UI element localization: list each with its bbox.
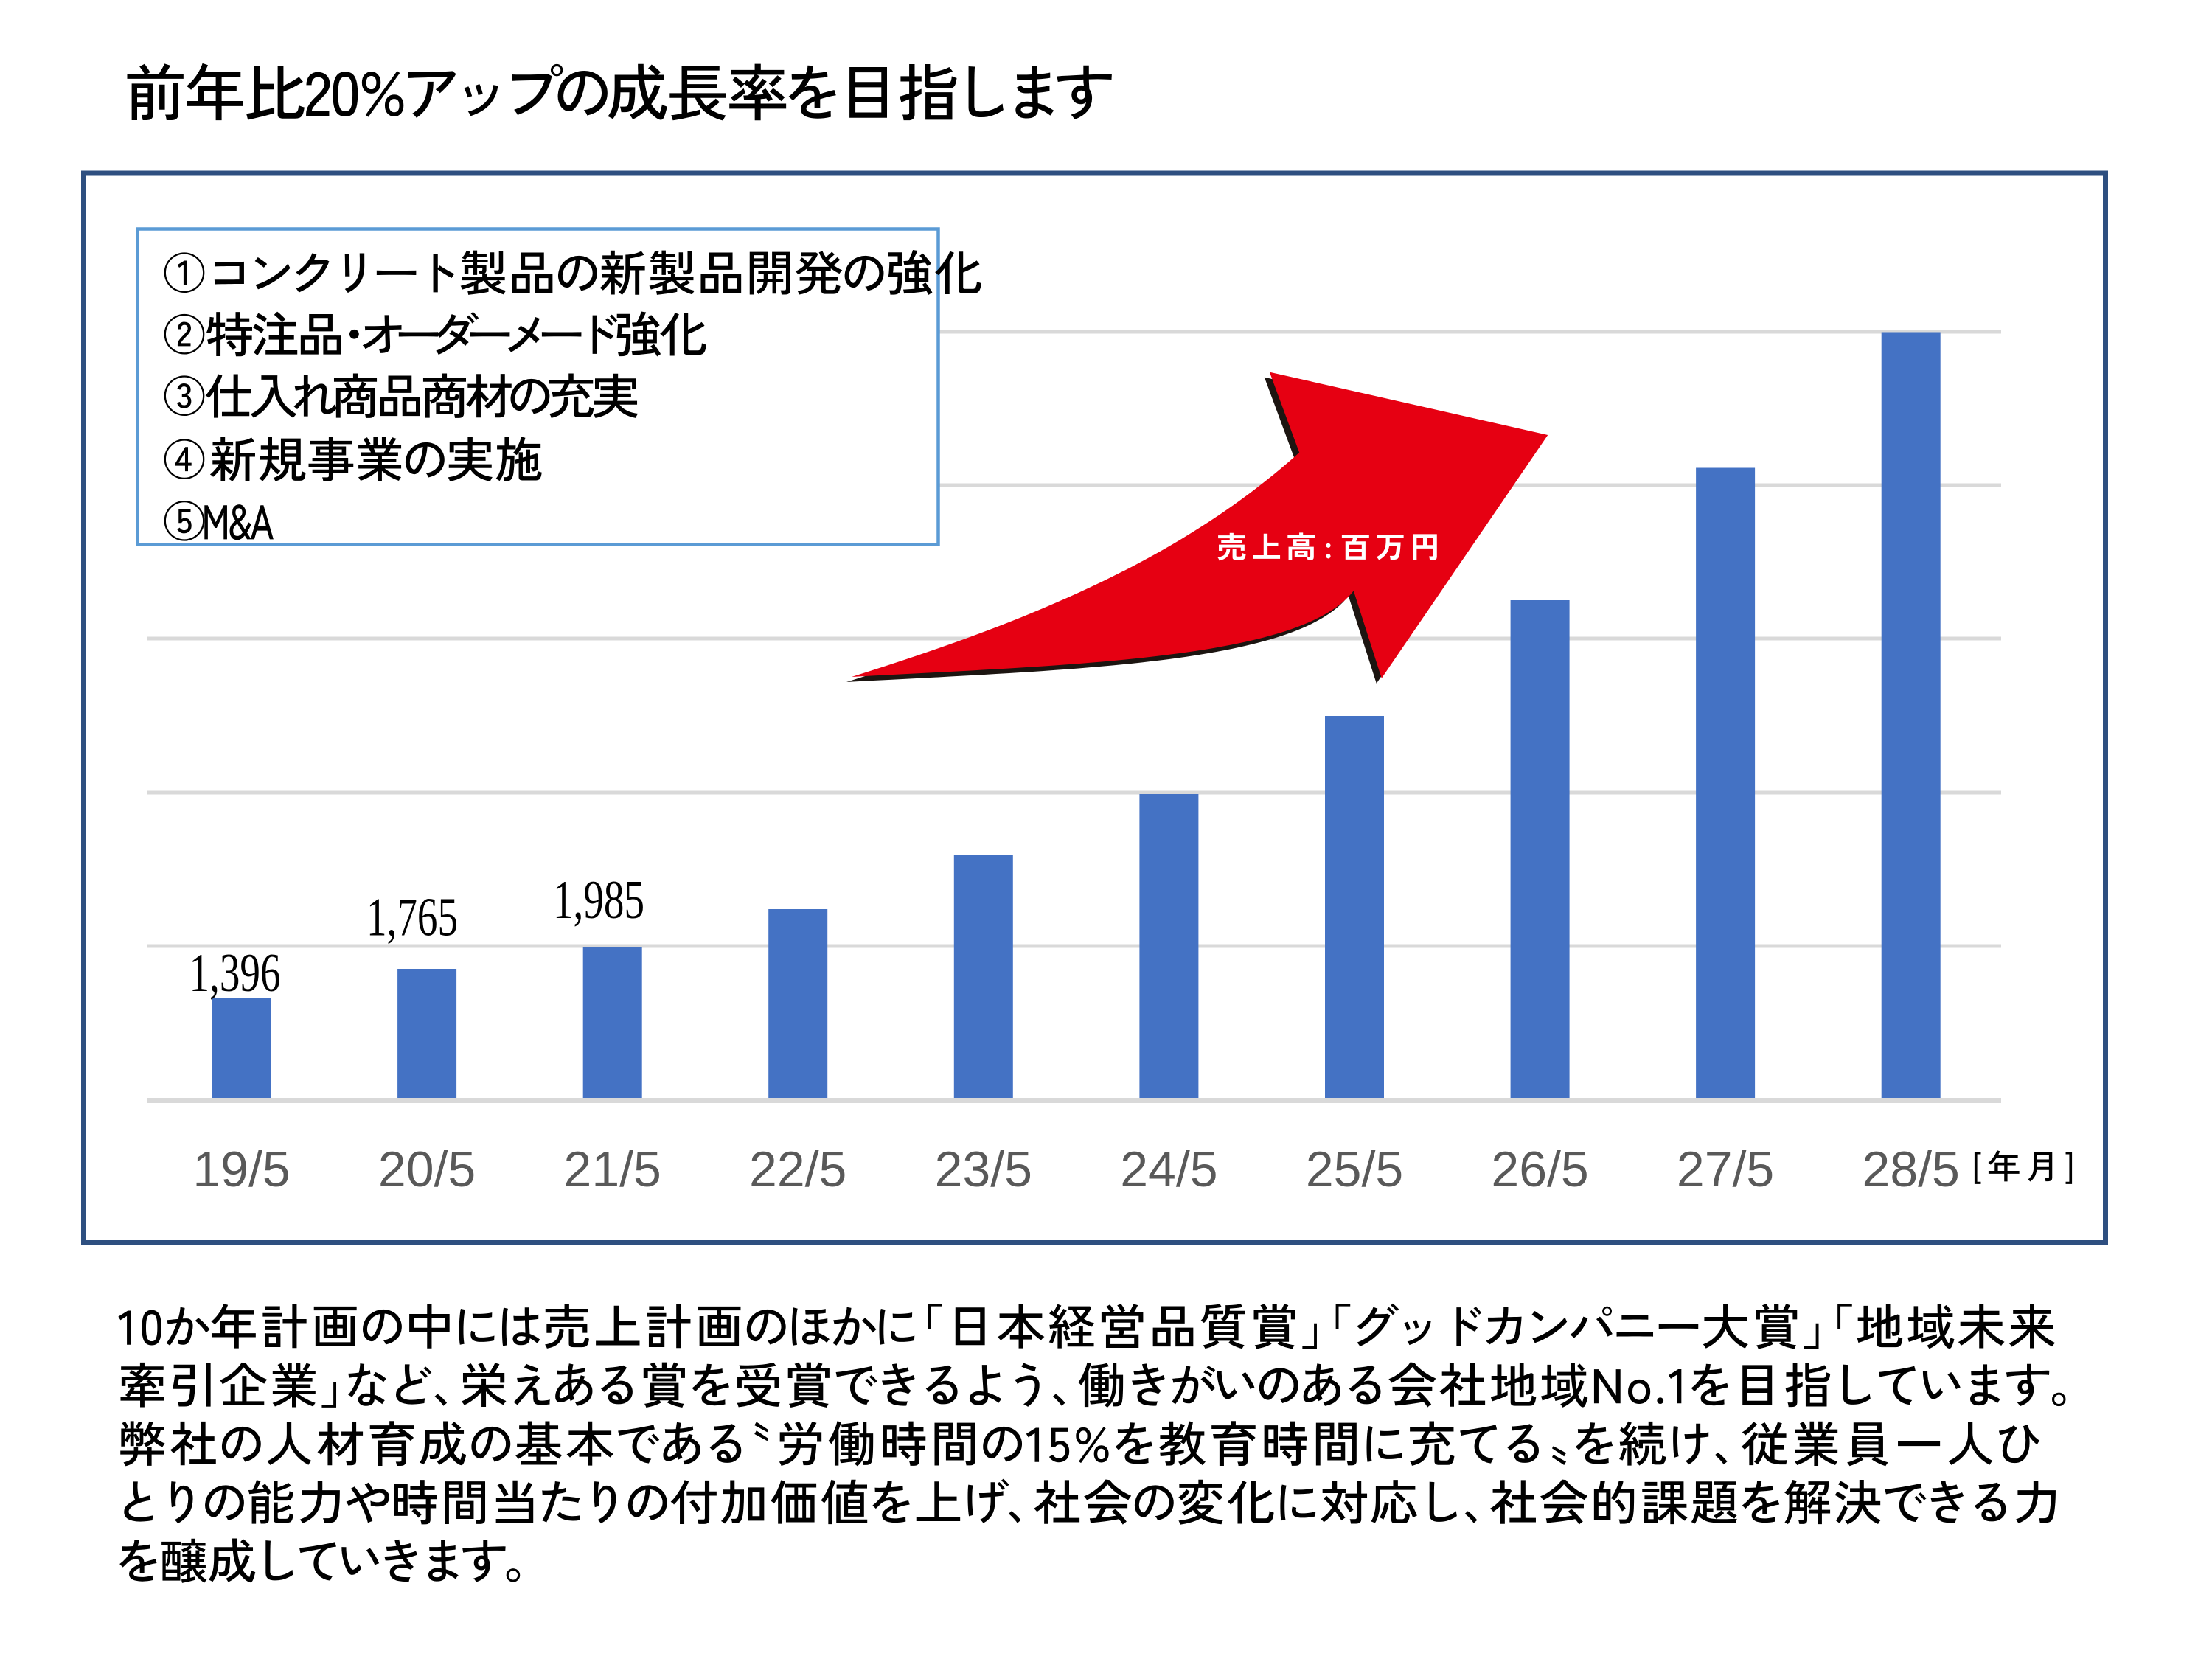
svg-text:24/5: 24/5 [1120,1141,1217,1197]
svg-text:1,396: 1,396 [189,943,281,1004]
svg-text:20/5: 20/5 [378,1141,476,1197]
svg-text:21/5: 21/5 [564,1141,661,1197]
svg-text:19/5: 19/5 [192,1141,290,1197]
svg-text:23/5: 23/5 [935,1141,1032,1197]
svg-text:1,985: 1,985 [553,870,644,931]
svg-text:28/5: 28/5 [1863,1141,1960,1197]
svg-text:26/5: 26/5 [1491,1141,1588,1197]
svg-text:27/5: 27/5 [1677,1141,1774,1197]
svg-text:1,765: 1,765 [366,888,458,948]
svg-text:22/5: 22/5 [749,1141,846,1197]
svg-text:25/5: 25/5 [1306,1141,1403,1197]
